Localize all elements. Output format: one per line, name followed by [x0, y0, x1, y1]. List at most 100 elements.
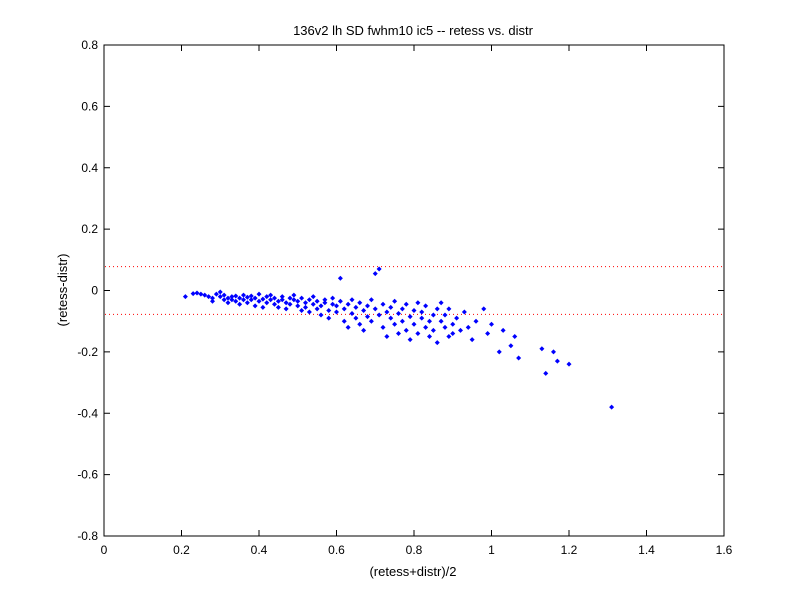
- x-tick-label: 0.2: [173, 543, 190, 557]
- data-point: [508, 343, 514, 349]
- data-point: [566, 361, 572, 367]
- data-point: [303, 300, 308, 306]
- data-point: [306, 309, 312, 315]
- data-point: [260, 304, 266, 310]
- data-point: [299, 307, 305, 313]
- data-point: [411, 321, 417, 327]
- data-point: [252, 303, 258, 309]
- data-point: [430, 327, 436, 333]
- data-point: [446, 306, 452, 312]
- data-point: [264, 300, 270, 306]
- data-point: [295, 303, 301, 309]
- data-point: [221, 292, 227, 298]
- data-point: [190, 291, 196, 297]
- data-point: [256, 298, 262, 304]
- data-point: [241, 292, 246, 298]
- data-point: [268, 292, 274, 298]
- data-point: [318, 312, 324, 318]
- data-point: [318, 303, 324, 309]
- y-tick-label: 0.2: [81, 222, 98, 236]
- data-point: [217, 294, 223, 300]
- data-point: [275, 304, 281, 310]
- data-point: [434, 306, 440, 312]
- data-point: [306, 297, 312, 303]
- data-point: [330, 295, 336, 301]
- data-point: [380, 301, 386, 307]
- data-point: [368, 318, 374, 324]
- y-tick-label: 0.8: [81, 38, 98, 52]
- data-point: [430, 312, 436, 318]
- data-point: [303, 304, 308, 310]
- data-point: [248, 293, 254, 299]
- data-point: [345, 301, 351, 307]
- data-point: [244, 300, 250, 306]
- y-axis-label: (retess-distr): [55, 254, 70, 327]
- data-point: [407, 314, 413, 320]
- data-point: [399, 318, 405, 324]
- data-point: [322, 297, 328, 303]
- data-point: [314, 298, 320, 304]
- data-point: [310, 301, 316, 307]
- y-tick-label: -0.8: [77, 529, 98, 543]
- data-point: [543, 370, 549, 376]
- data-point: [349, 311, 355, 317]
- data-point: [368, 297, 374, 303]
- y-tick-label: 0.6: [81, 99, 98, 113]
- data-point: [210, 298, 215, 304]
- data-point: [554, 358, 560, 364]
- data-point: [415, 330, 421, 336]
- y-tick-label: 0: [91, 284, 98, 298]
- data-point: [241, 297, 246, 303]
- data-point: [229, 294, 235, 300]
- data-point: [283, 306, 289, 312]
- data-point: [349, 297, 355, 303]
- data-point: [376, 312, 382, 318]
- data-point: [500, 327, 506, 333]
- data-point: [442, 324, 448, 330]
- data-point: [516, 355, 522, 361]
- x-axis-label: (retess+distr)/2: [369, 564, 456, 579]
- data-point: [330, 301, 336, 307]
- data-point: [334, 303, 339, 309]
- data-point: [206, 294, 212, 300]
- data-point: [384, 309, 390, 315]
- x-tick-label: 1.4: [638, 543, 655, 557]
- x-tick-label: 0: [101, 543, 108, 557]
- data-point: [403, 327, 409, 333]
- data-point: [361, 307, 367, 313]
- data-point: [182, 294, 188, 300]
- data-point: [244, 294, 250, 300]
- data-point: [372, 306, 378, 312]
- data-point: [275, 298, 281, 304]
- data-point: [388, 304, 394, 310]
- data-point: [392, 321, 398, 327]
- data-point: [458, 327, 463, 333]
- data-point: [210, 295, 215, 301]
- data-point: [396, 330, 401, 336]
- x-tick-label: 0.8: [406, 543, 423, 557]
- axis-ticks: 0 0.2 0.4 0.6 0.8 1 1.2 1.4 1.6 -0.8 -0.6 -0.4 -0.2 0…: [77, 38, 732, 557]
- data-point: [353, 315, 359, 321]
- data-point: [314, 306, 320, 312]
- data-point: [396, 311, 401, 317]
- data-point: [403, 301, 409, 307]
- data-point: [419, 309, 425, 315]
- data-point: [237, 295, 243, 301]
- data-point: [217, 289, 223, 295]
- data-point: [345, 324, 351, 330]
- data-point: [489, 321, 494, 327]
- data-point: [392, 298, 398, 304]
- data-point: [357, 300, 363, 306]
- data-point: [427, 334, 432, 340]
- data-point: [539, 346, 545, 352]
- data-point: [465, 324, 471, 330]
- data-point: [423, 324, 429, 330]
- data-point: [233, 293, 239, 299]
- data-point: [423, 303, 429, 309]
- data-point: [427, 318, 432, 324]
- data-point: [434, 340, 440, 346]
- data-point: [337, 275, 343, 281]
- data-point: [237, 301, 243, 307]
- data-point: [225, 300, 231, 306]
- data-point: [609, 404, 615, 410]
